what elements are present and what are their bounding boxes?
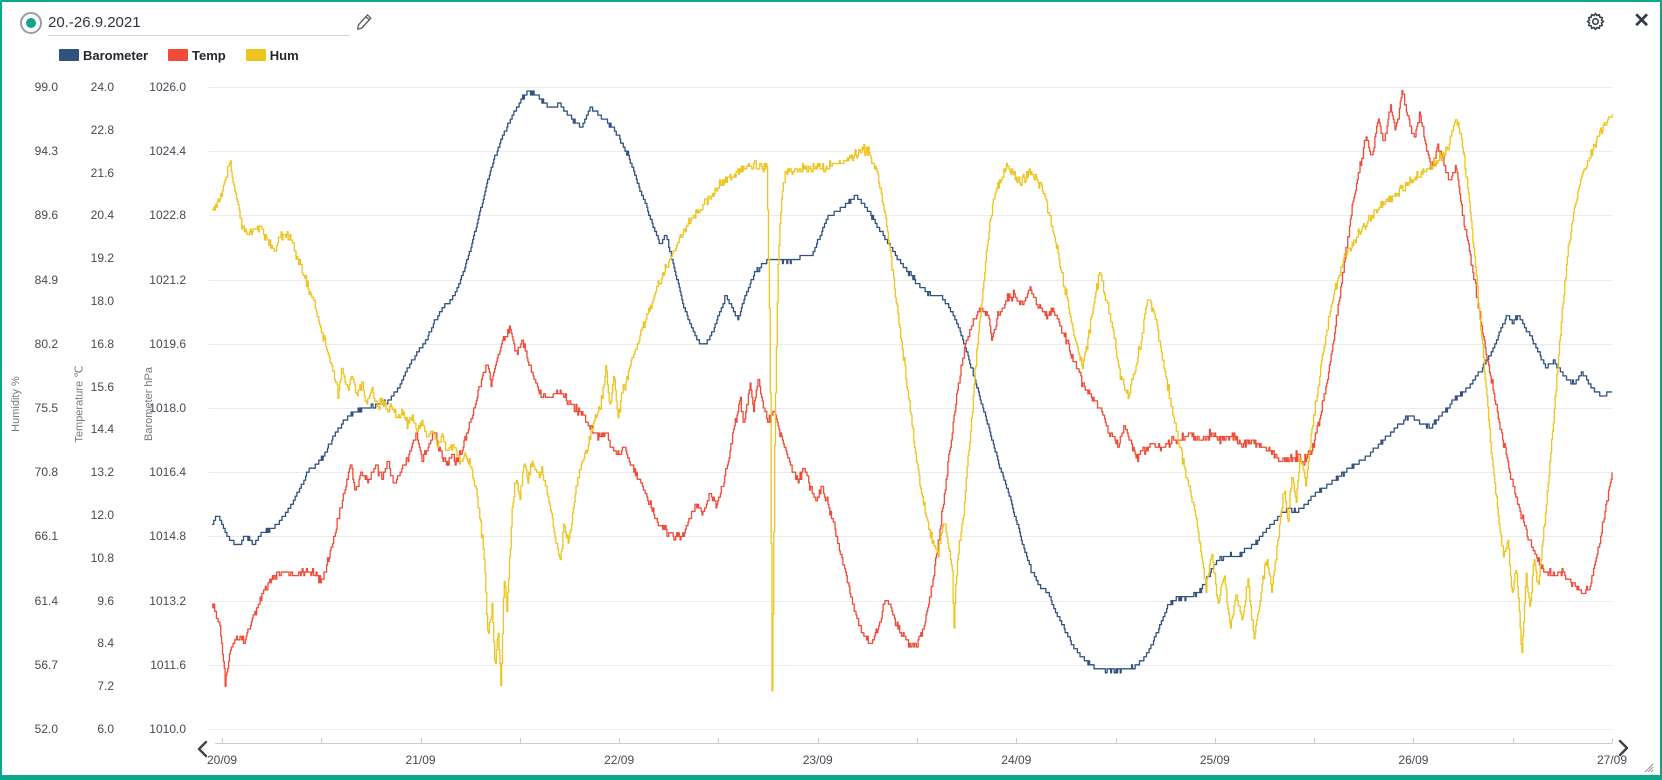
temperature-tick-label: 6.0 [97,722,114,736]
humidity-tick-label: 80.2 [34,336,58,351]
date-label: 24/09 [1001,753,1032,767]
temperature-tick-label: 24.0 [90,80,114,94]
barometer-tick-label: 1010.0 [149,722,186,736]
humidity-tick-label: 89.6 [34,208,58,223]
temperature-tick-label: 15.6 [90,379,114,394]
humidity-tick-label: 84.9 [34,272,58,287]
date-label: 21/09 [405,753,436,767]
date-label: 25/09 [1199,753,1230,767]
humidity-tick-label: 94.3 [34,144,58,159]
barometer-tick-label: 1022.8 [149,208,186,223]
barometer-tick-label: 1024.4 [149,144,186,159]
date-label: 22/09 [604,753,635,767]
barometer-tick-label: 1018.0 [149,401,186,415]
temperature-axis-title: Temperature ℃ [73,365,86,443]
barometer-tick-label: 1016.4 [149,465,186,480]
resize-handle[interactable] [1642,760,1654,773]
humidity-tick-label: 70.8 [34,465,58,480]
humidity-tick-label: 61.4 [34,593,58,608]
barometer-tick-label: 1026.0 [149,80,186,94]
temperature-tick-label: 7.2 [97,679,114,694]
date-label: 20/09 [206,753,238,767]
temperature-tick-label: 18.0 [90,294,114,308]
humidity-tick-label: 56.7 [34,657,58,672]
temperature-tick-label: 14.4 [90,422,114,437]
barometer-tick-label: 1021.2 [149,272,186,287]
chevron-left-icon [197,740,208,758]
temperature-tick-label: 22.8 [90,122,114,137]
temperature-tick-label: 10.8 [90,550,114,565]
barometer-tick-label: 1019.6 [149,336,186,351]
date-label: 27/09 [1596,753,1628,767]
humidity-tick-label: 75.5 [34,401,58,415]
scroll-right-button[interactable] [1614,738,1632,758]
temperature-tick-label: 16.8 [90,336,114,351]
humidity-axis-title: Humidity % [10,376,22,432]
temperature-tick-label: 9.6 [97,593,114,608]
barometer-tick-label: 1011.6 [150,657,186,672]
resize-grip-icon [1644,763,1654,773]
temperature-tick-label: 12.0 [90,508,114,522]
barometer-axis-title: Barometer hPa [143,367,155,441]
chevron-right-icon [1618,739,1629,757]
scroll-left-button[interactable] [194,739,212,759]
barometer-tick-label: 1014.8 [149,529,186,544]
temperature-tick-label: 13.2 [90,465,114,480]
date-label: 26/09 [1398,753,1429,767]
temperature-tick-label: 19.2 [90,251,114,266]
temperature-tick-label: 21.6 [90,165,114,180]
humidity-tick-label: 52.0 [34,722,58,736]
temperature-tick-label: 20.4 [90,208,114,223]
humidity-tick-label: 66.1 [34,529,58,544]
barometer-tick-label: 1013.2 [149,593,186,608]
date-label: 23/09 [802,753,833,767]
temperature-tick-label: 8.4 [97,636,114,651]
humidity-tick-label: 99.0 [34,80,58,94]
